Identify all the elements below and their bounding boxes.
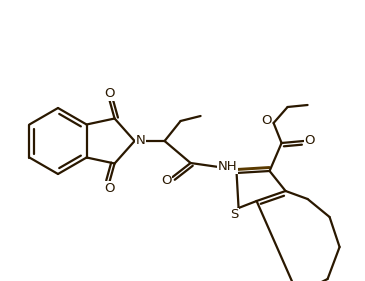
Text: NH: NH — [218, 160, 237, 173]
Text: O: O — [104, 87, 115, 100]
Text: O: O — [161, 175, 172, 187]
Text: O: O — [304, 135, 315, 148]
Text: S: S — [230, 209, 239, 221]
Text: N: N — [136, 135, 146, 148]
Text: O: O — [104, 182, 115, 195]
Text: O: O — [261, 114, 272, 128]
